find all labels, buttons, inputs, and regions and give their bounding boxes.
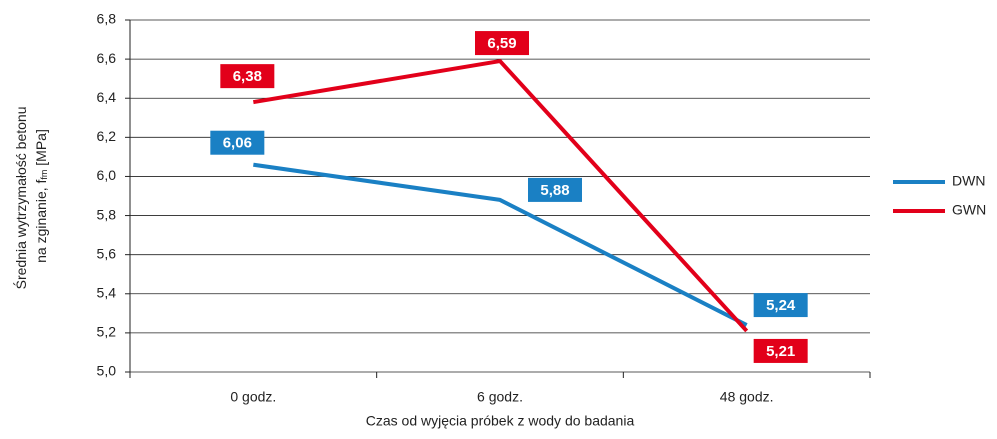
value-label-box — [753, 338, 808, 363]
value-label-box — [753, 293, 808, 318]
legend-label: GWN — [952, 202, 986, 218]
y-tick-label: 6,4 — [97, 89, 117, 105]
y-tick-label: 6,2 — [97, 128, 117, 144]
legend-label: DWN — [952, 173, 985, 189]
y-tick-label: 5,4 — [97, 284, 117, 300]
value-label-box — [220, 64, 275, 89]
y-axis-label: Średnia wytrzymałość betonu na zginanie,… — [12, 103, 50, 290]
value-label: 5,88 — [540, 182, 569, 199]
y-tick-label: 5,8 — [97, 206, 117, 222]
y-tick-label: 6,6 — [97, 50, 117, 66]
x-tick-label: 6 godz. — [477, 389, 523, 405]
y-label-line: Średnia wytrzymałość betonu — [12, 107, 29, 290]
value-label-box — [528, 177, 582, 202]
x-tick-label: 48 godz. — [720, 389, 774, 405]
value-label: 6,06 — [223, 135, 252, 152]
y-label-subscript: fm — [39, 170, 49, 180]
y-label-unit: [MPa] — [33, 129, 49, 169]
y-tick-label: 5,2 — [97, 324, 117, 340]
series-line — [253, 162, 748, 327]
x-tick-label: 0 godz. — [230, 389, 276, 405]
value-label-box — [210, 130, 265, 155]
series-line — [253, 59, 749, 333]
value-label-box — [475, 31, 529, 56]
x-axis-label: Czas od wyjęcia próbek z wody do badania — [366, 413, 635, 429]
value-label: 6,59 — [487, 35, 516, 52]
value-label: 6,38 — [233, 68, 262, 85]
value-label: 5,24 — [766, 297, 796, 314]
y-tick-label: 6,0 — [97, 167, 117, 183]
y-tick-label: 5,6 — [97, 245, 117, 261]
value-label: 5,21 — [766, 343, 795, 360]
y-tick-label: 6,8 — [97, 11, 117, 27]
y-tick-label: 5,0 — [97, 363, 117, 379]
y-label-line: na zginanie, f — [33, 179, 49, 262]
